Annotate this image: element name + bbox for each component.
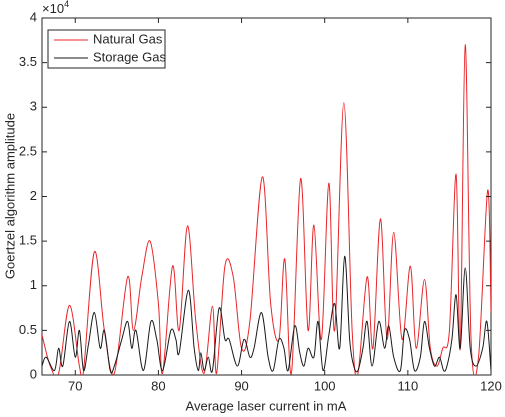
- legend-label: Storage Gas: [93, 49, 166, 64]
- legend-label: Natural Gas: [93, 31, 163, 46]
- series-layer: [42, 44, 491, 375]
- x-tick-label: 110: [397, 378, 418, 393]
- x-tick-label: 100: [314, 378, 336, 393]
- y-multiplier-exponent: 4: [64, 0, 69, 9]
- x-tick-label: 120: [480, 378, 502, 393]
- y-axis-label: Goertzel algorithm amplitude: [2, 113, 17, 279]
- y-tick-label: 3.5: [19, 54, 37, 69]
- y-multiplier: ×104: [42, 0, 69, 16]
- x-axis-label: Average laser current in mA: [186, 398, 347, 413]
- x-tick-label: 90: [234, 378, 248, 393]
- y-tick-label: 2.5: [19, 143, 37, 158]
- y-tick-label: 4: [30, 9, 37, 24]
- legend-box: [47, 29, 166, 69]
- series-line: [42, 44, 491, 375]
- y-tick-label: 1: [30, 277, 37, 292]
- y-tick-label: 2: [30, 188, 37, 203]
- plot-frame: [41, 17, 492, 376]
- x-tick-label: 80: [151, 378, 165, 393]
- y-multiplier-base: ×10: [42, 1, 64, 16]
- series-line: [42, 255, 491, 374]
- x-tick-label: 70: [68, 378, 82, 393]
- y-tick-label: 1.5: [19, 233, 37, 248]
- y-tick-label: 0.5: [19, 322, 37, 337]
- y-tick-label: 3: [30, 99, 37, 114]
- y-tick-label: 0: [30, 366, 37, 381]
